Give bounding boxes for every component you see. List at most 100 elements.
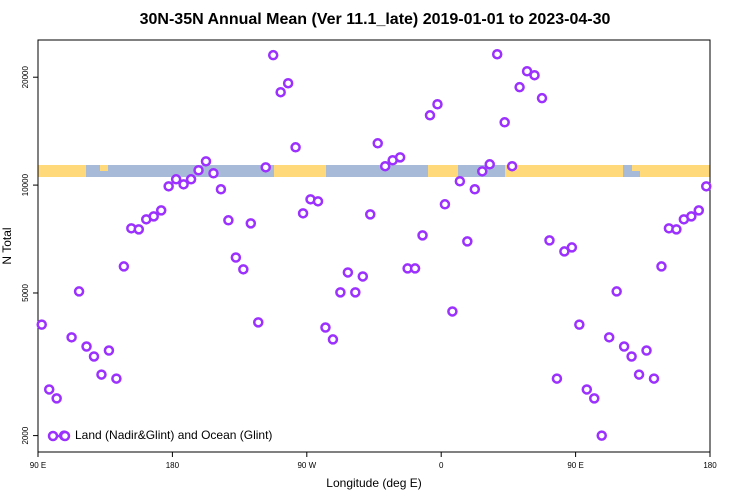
x-tick-label: 90 E: [30, 461, 46, 470]
point: [163, 181, 174, 192]
point: [514, 81, 525, 93]
point: [342, 267, 354, 278]
point: [103, 345, 115, 356]
point: [417, 230, 428, 241]
y-axis-label: N Total: [0, 227, 14, 264]
point: [506, 160, 518, 172]
y-tick-label: 10000: [21, 173, 30, 196]
point: [499, 117, 510, 128]
point: [656, 261, 667, 272]
land-band: [640, 165, 710, 177]
land-ocean-band: [38, 165, 710, 177]
point: [409, 263, 421, 274]
point: [118, 261, 130, 272]
point: [439, 199, 451, 210]
point: [193, 165, 204, 176]
point: [544, 235, 555, 246]
x-tick-label: 90 E: [567, 461, 583, 470]
point: [230, 252, 242, 263]
point: [335, 287, 346, 298]
point: [424, 110, 436, 121]
legend-marker: [59, 430, 71, 442]
point: [267, 49, 279, 61]
point: [454, 175, 466, 187]
point: [148, 211, 159, 222]
land-band: [428, 165, 458, 177]
point: [671, 224, 682, 235]
point: [260, 162, 271, 173]
point: [81, 341, 92, 352]
point: [581, 384, 593, 395]
point: [327, 334, 339, 345]
point: [215, 184, 227, 195]
point: [529, 69, 540, 81]
point: [566, 242, 578, 253]
point: [462, 236, 473, 247]
point: [200, 156, 212, 167]
point: [43, 384, 55, 395]
point: [290, 142, 301, 153]
point: [536, 92, 548, 104]
point: [603, 332, 615, 343]
point: [357, 271, 369, 282]
point: [238, 264, 249, 275]
point: [633, 369, 645, 380]
point: [297, 208, 309, 219]
point: [282, 77, 294, 89]
x-tick-label: 0: [439, 461, 444, 470]
point: [365, 209, 376, 220]
point: [574, 319, 585, 330]
point: [223, 215, 234, 226]
point: [611, 286, 622, 297]
point: [275, 86, 286, 98]
point: [701, 181, 712, 192]
point: [111, 373, 122, 384]
point: [372, 138, 383, 149]
legend-marker: [47, 430, 59, 442]
point: [253, 317, 264, 328]
legend-label: Land (Nadir&Glint) and Ocean (Glint): [75, 428, 272, 442]
point: [469, 184, 481, 195]
point: [641, 345, 652, 356]
point: [170, 174, 182, 185]
x-tick-label: 180: [166, 461, 180, 470]
point: [618, 341, 630, 352]
y-tick-label: 20000: [21, 66, 30, 89]
point: [350, 287, 361, 298]
x-tick-label: 90 W: [297, 461, 316, 470]
point: [185, 174, 197, 185]
point: [648, 373, 660, 384]
y-tick-label: 5000: [21, 284, 30, 302]
point: [73, 286, 85, 297]
point: [51, 393, 62, 404]
point: [477, 166, 488, 177]
point: [626, 351, 637, 362]
x-tick-label: 180: [703, 461, 717, 470]
chart-title: 30N-35N Annual Mean (Ver 11.1_late) 2019…: [140, 11, 611, 28]
point: [312, 196, 324, 207]
point: [208, 168, 219, 179]
plot-frame: [37, 39, 711, 453]
point: [178, 179, 189, 190]
point: [596, 430, 607, 441]
point: [88, 351, 100, 362]
point: [320, 322, 331, 333]
point: [96, 369, 107, 380]
point: [379, 160, 391, 172]
point: [66, 332, 77, 343]
point: [551, 373, 563, 384]
point: [484, 159, 495, 170]
point: [394, 152, 406, 163]
point: [245, 218, 257, 229]
land-band: [632, 165, 640, 171]
point: [491, 48, 503, 60]
land-band: [100, 165, 108, 171]
land-band: [38, 165, 86, 177]
point: [521, 65, 533, 77]
point: [693, 205, 705, 216]
land-band: [505, 165, 623, 177]
y-tick-label: 2000: [21, 426, 30, 444]
land-band: [274, 165, 326, 177]
